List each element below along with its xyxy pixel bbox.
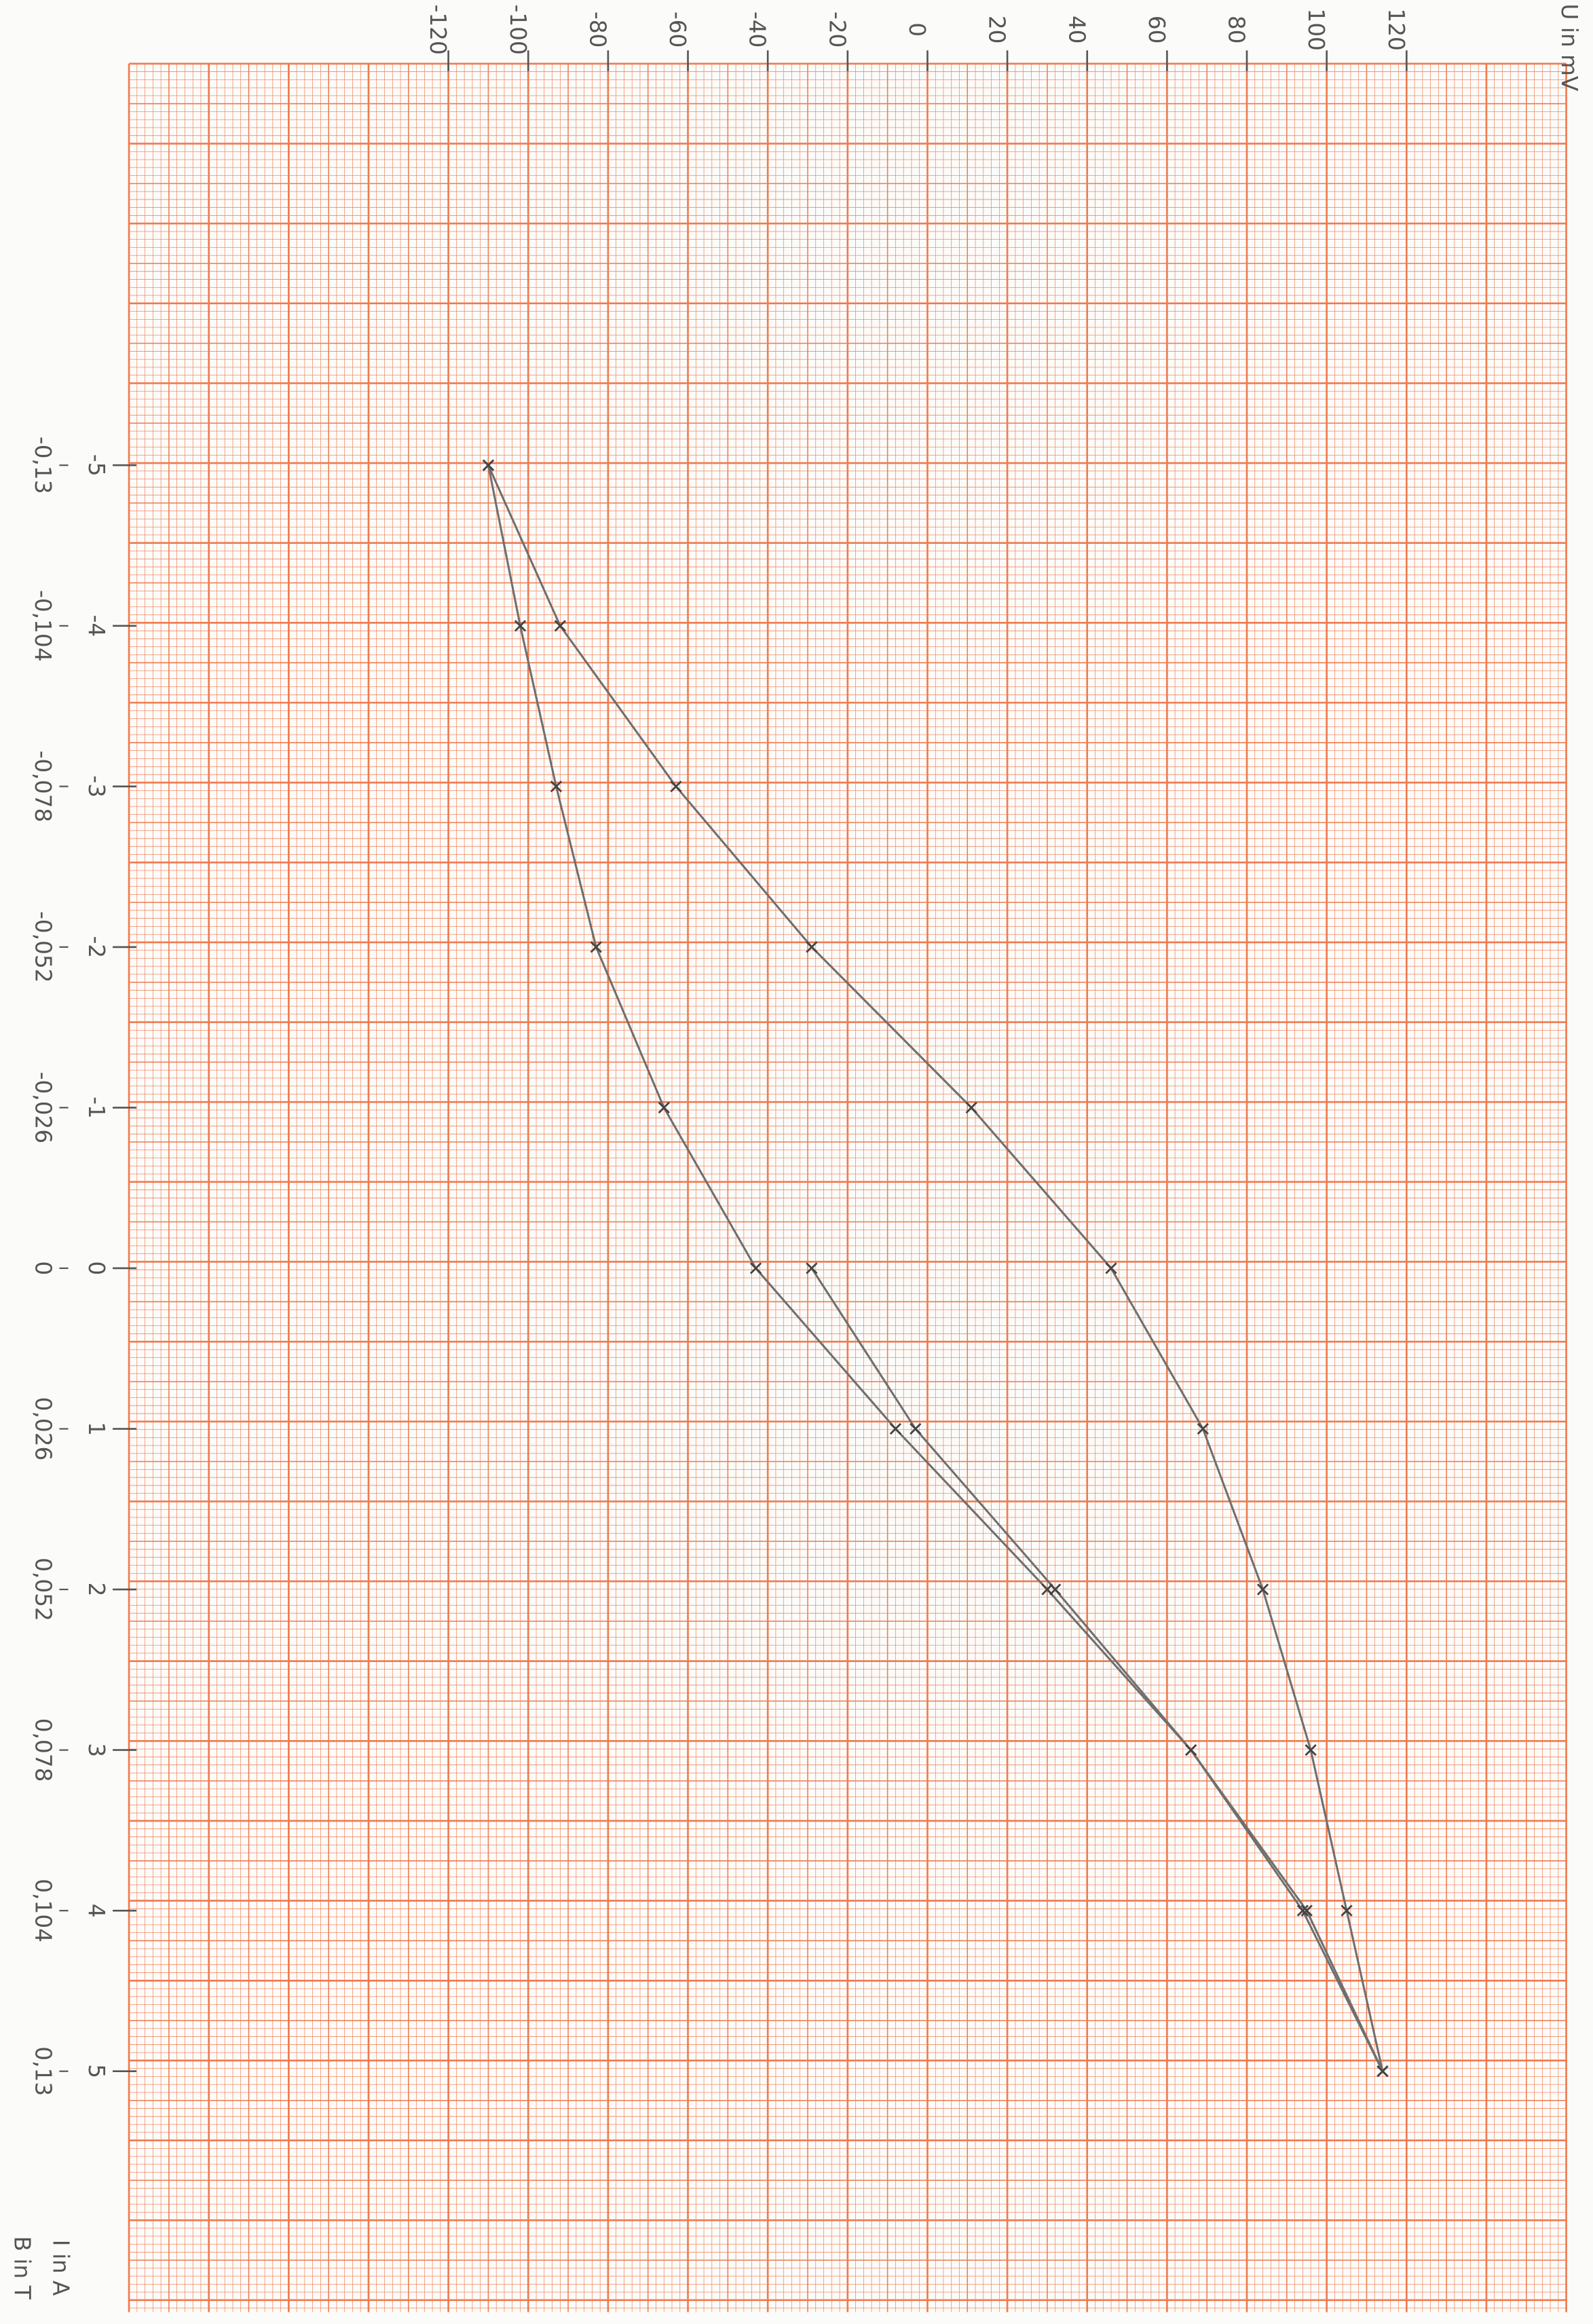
y-tick-label: 5	[83, 2064, 109, 2078]
x-tick-label: -80	[584, 12, 610, 48]
y2-tick-label: 0,078	[30, 1718, 56, 1782]
x-tick-label: -100	[505, 5, 531, 55]
x-tick-label: 60	[1144, 16, 1169, 44]
y-tick-label: -3	[83, 775, 109, 798]
x-tick-label: 100	[1303, 8, 1329, 50]
x-tick-label: -40	[745, 12, 770, 48]
x-axis-title: U in mV	[1556, 3, 1582, 91]
y-tick-label: 0	[83, 1261, 109, 1276]
y2-tick-label: -0,052	[30, 911, 56, 983]
y2-tick-label: -0,026	[30, 1072, 56, 1144]
paper	[0, 0, 1593, 2324]
y2-axis-title: B in T	[10, 2236, 35, 2300]
y-tick-label: 2	[83, 1583, 109, 1597]
y2-tick-label: 0,13	[30, 2046, 56, 2096]
y2-tick-label: 0,052	[30, 1557, 56, 1621]
y2-tick-label: 0,026	[30, 1397, 56, 1461]
x-tick-label: 0	[904, 22, 930, 37]
x-tick-label: 120	[1383, 8, 1409, 50]
y-tick-label: -5	[83, 454, 109, 477]
y-tick-label: -2	[83, 936, 109, 959]
x-tick-label: 40	[1064, 16, 1089, 44]
y-tick-label: 1	[83, 1422, 109, 1436]
y2-tick-label: -0,078	[30, 751, 56, 823]
y-tick-label: -4	[83, 614, 109, 637]
x-tick-label: 80	[1224, 16, 1250, 44]
page: U in mV I in A B in T -120-100-80-60-40-…	[0, 0, 1593, 2324]
x-tick-label: 20	[984, 16, 1010, 44]
x-tick-label: -20	[824, 12, 850, 48]
y-tick-label: 3	[83, 1743, 109, 1757]
y2-tick-label: -0,104	[30, 590, 56, 662]
y-axis-title: I in A	[48, 2240, 73, 2296]
y2-tick-label: -0,13	[30, 437, 56, 494]
x-tick-label: -120	[425, 5, 451, 55]
graph-paper	[129, 64, 1567, 2312]
y-tick-label: 4	[83, 1904, 109, 1918]
chart: U in mV I in A B in T -120-100-80-60-40-…	[0, 0, 1593, 2324]
y-tick-label: -1	[83, 1096, 109, 1119]
y2-tick-label: 0	[30, 1261, 56, 1276]
y2-tick-label: 0,104	[30, 1879, 56, 1942]
x-tick-label: -60	[664, 12, 690, 48]
